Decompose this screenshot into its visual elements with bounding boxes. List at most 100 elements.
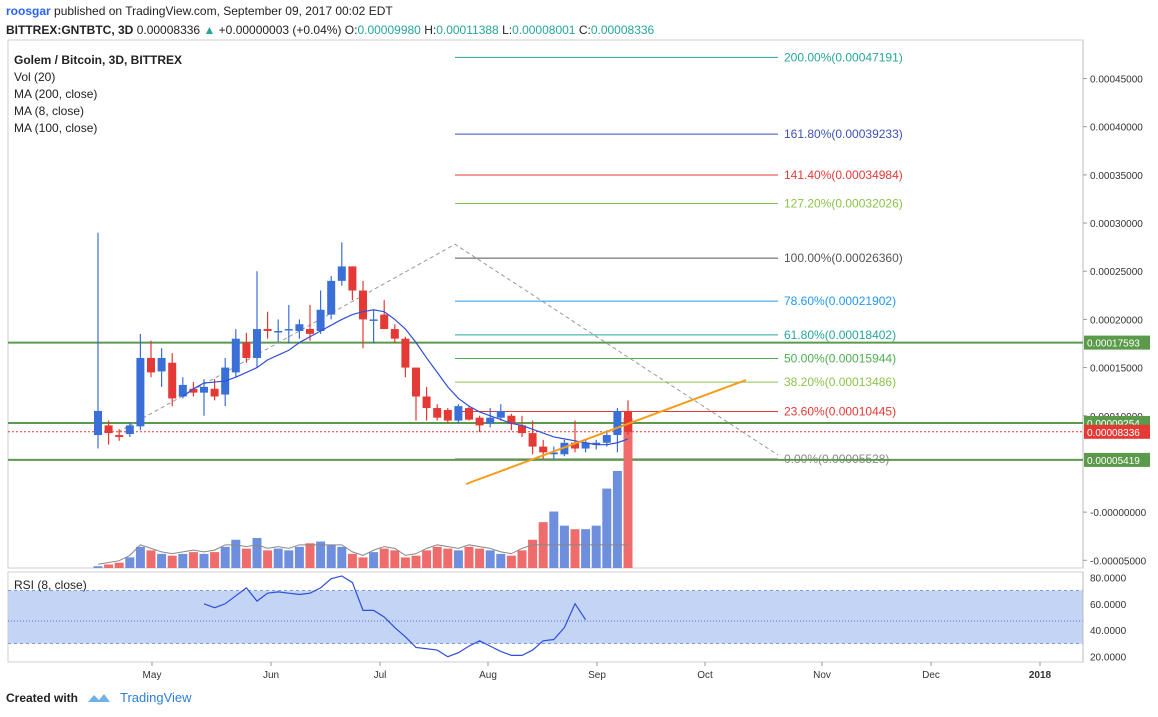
- y-tick-label: 0.00015000: [1090, 364, 1143, 375]
- candle-body: [486, 417, 495, 424]
- volume-bar: [559, 525, 569, 568]
- rsi-band: [8, 590, 1083, 644]
- volume-bar: [326, 545, 336, 568]
- volume-bar: [358, 557, 368, 568]
- volume-bar: [581, 529, 591, 568]
- x-tick-label: Dec: [922, 670, 940, 681]
- volume-bar: [570, 529, 580, 568]
- volume-bar: [602, 488, 612, 568]
- candle-body: [178, 384, 187, 397]
- price-axis-label: 0.00005419: [1087, 456, 1140, 467]
- volume-bar: [316, 541, 326, 568]
- volume-bar: [549, 511, 559, 568]
- price-axis-label: 0.00008336: [1087, 428, 1140, 439]
- fib-level-label: 127.20%(0.00032026): [784, 197, 903, 211]
- candle-body: [602, 435, 611, 443]
- y-tick-label: 0.00030000: [1090, 219, 1143, 230]
- volume-bar: [252, 538, 262, 568]
- candle-body: [592, 442, 601, 445]
- candle-body: [125, 425, 134, 435]
- high-label: H:: [424, 23, 437, 37]
- fib-level-label: 38.20%(0.00013486): [784, 375, 896, 389]
- candle-body: [433, 408, 442, 418]
- legend-item-vol: Vol (20): [14, 70, 56, 84]
- price-axis-label: 0.00017593: [1087, 339, 1140, 350]
- y-tick-label: -0.00005000: [1090, 556, 1147, 567]
- footer: Created with TradingView: [6, 690, 192, 705]
- volume-bar: [231, 539, 241, 568]
- candle-body: [231, 338, 240, 373]
- volume-bar: [517, 550, 527, 568]
- volume-bar: [337, 546, 347, 568]
- ma-line: [182, 309, 629, 446]
- rsi-tick-label: 20.0000: [1090, 653, 1127, 664]
- volume-bar: [422, 550, 432, 568]
- open-label: O:: [344, 23, 358, 37]
- candle-body: [94, 410, 102, 436]
- created-with-text: Created with: [6, 690, 79, 705]
- volume-bar: [496, 553, 506, 568]
- candle-body: [337, 266, 346, 281]
- rsi-pane-label: RSI (8, close): [14, 578, 87, 592]
- y-tick-label: 0.00040000: [1090, 123, 1143, 134]
- candle-body: [359, 290, 367, 320]
- candle-body: [306, 329, 314, 334]
- low-label: L:: [502, 23, 513, 37]
- candle-body: [518, 425, 526, 434]
- candle-body: [401, 338, 410, 368]
- ohlc-line: BITTREX:GNTBTC, 3D 0.00008336 ▲ +0.00000…: [6, 23, 654, 37]
- volume-bar: [453, 550, 463, 568]
- candle-body: [210, 388, 219, 397]
- x-tick-label: May: [143, 670, 162, 681]
- tradingview-logo-icon: [88, 693, 111, 702]
- volume-bar: [411, 555, 421, 568]
- candle-body: [242, 342, 251, 358]
- candle-body: [443, 409, 452, 421]
- candle-body: [327, 280, 336, 315]
- candle-body: [295, 324, 304, 331]
- volume-bar: [210, 552, 220, 568]
- rsi-tick-label: 40.0000: [1090, 626, 1127, 637]
- volume-bar: [612, 470, 622, 568]
- candle-body: [348, 266, 357, 291]
- last-price: 0.00008336: [136, 23, 201, 37]
- trend-line: [465, 379, 747, 485]
- author-link[interactable]: roosgar: [6, 4, 51, 18]
- candle-body: [539, 446, 548, 453]
- volume-bar: [263, 550, 273, 568]
- candle-body: [465, 408, 473, 420]
- volume-bar: [125, 557, 135, 568]
- y-tick-label: -0.00000000: [1090, 508, 1147, 519]
- fib-level-label: 78.60%(0.00021902): [784, 294, 896, 308]
- fib-level-label: 100.00%(0.00026360): [784, 251, 903, 265]
- candle-body: [274, 330, 283, 333]
- y-tick-label: 0.00020000: [1090, 315, 1143, 326]
- candle-body: [189, 388, 198, 393]
- y-tick-label: 0.00045000: [1090, 75, 1143, 86]
- y-tick-label: 0.00035000: [1090, 171, 1143, 182]
- candle-body: [263, 329, 272, 331]
- volume-bar: [273, 548, 283, 568]
- volume-bar: [432, 546, 442, 568]
- volume-bar: [443, 548, 453, 568]
- volume-bar: [167, 555, 177, 568]
- candle-body: [147, 357, 155, 373]
- volume-bar: [241, 548, 251, 568]
- price-axis-label-bg: [1084, 335, 1150, 350]
- volume-bar: [485, 550, 495, 568]
- volume-bar: [146, 550, 156, 568]
- fib-level-label: 161.80%(0.00039233): [784, 127, 903, 141]
- volume-bar: [220, 546, 230, 568]
- volume-bar: [135, 546, 145, 568]
- x-tick-label: 2018: [1029, 670, 1052, 681]
- volume-bar: [390, 550, 400, 568]
- change-arrow-icon: ▲: [203, 23, 216, 37]
- fib-level-label: 200.00%(0.00047191): [784, 50, 903, 64]
- candle-body: [380, 314, 389, 330]
- volume-ma-line: [97, 544, 628, 565]
- high-value: 0.00011388: [436, 23, 499, 37]
- volume-bar: [506, 555, 516, 568]
- candle-body: [316, 309, 325, 331]
- tradingview-brand-link[interactable]: TradingView: [120, 690, 192, 705]
